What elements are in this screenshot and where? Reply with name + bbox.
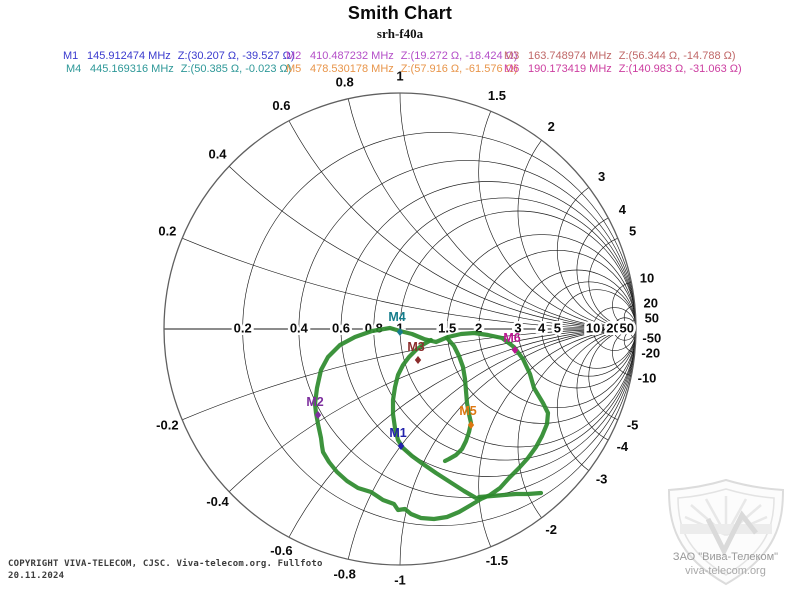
- marker-label-m1: M1: [389, 426, 406, 440]
- vt-logo-shield-icon: [667, 478, 785, 586]
- svg-text:10: 10: [586, 320, 600, 335]
- marker-id: M1: [63, 50, 79, 62]
- marker-dot-m5: [467, 421, 475, 429]
- trace-markers: M1 M2 M3 M4 M5 M6: [306, 310, 521, 450]
- page-title: Smith Chart: [347, 3, 453, 23]
- svg-text:0.4: 0.4: [290, 320, 309, 335]
- marker-impedance: Z:(140.983 Ω, -31.063 Ω): [618, 63, 742, 75]
- svg-text:5: 5: [629, 224, 636, 239]
- svg-text:0.6: 0.6: [272, 98, 290, 113]
- svg-text:-0.6: -0.6: [270, 543, 292, 558]
- marker-label-m6: M6: [503, 331, 520, 345]
- legend-marker-m6: M6 190.173419 MHz Z:(140.983 Ω, -31.063 Ω): [504, 63, 742, 75]
- marker-impedance: Z:(30.207 Ω, -39.527 Ω): [177, 50, 295, 62]
- trace-right-tail: [476, 490, 544, 500]
- marker-dot-m1: [397, 442, 405, 450]
- svg-text:-10: -10: [638, 370, 657, 385]
- marker-id: M6: [504, 63, 520, 75]
- marker-impedance: Z:(56.344 Ω, -14.788 Ω): [618, 50, 736, 62]
- measurement-trace: [312, 325, 551, 522]
- svg-text:-20: -20: [641, 346, 660, 361]
- svg-text:5: 5: [554, 320, 561, 335]
- legend-marker-m2: M2 410.487232 MHz Z:(19.272 Ω, -18.424 Ω): [286, 50, 518, 62]
- svg-text:1: 1: [396, 68, 403, 83]
- svg-text:-0.4: -0.4: [206, 494, 229, 509]
- grid-labels: 0.2 0.4 0.6 0.8 1 1.5 2 3 4 5 10 20500.2-0.20.4-0.4…: [154, 66, 664, 590]
- marker-frequency: 163.748974 MHz: [528, 50, 612, 62]
- svg-text:3: 3: [514, 320, 521, 335]
- svg-text:0.2: 0.2: [158, 224, 176, 239]
- svg-text:20: 20: [606, 320, 620, 335]
- marker-label-m3: M3: [407, 340, 424, 354]
- marker-impedance: Z:(50.385 Ω, -0.023 Ω): [180, 63, 292, 75]
- marker-dot-m6: [511, 346, 519, 354]
- marker-label-m4: M4: [388, 310, 405, 324]
- marker-dot-m2: [314, 411, 322, 419]
- svg-text:3: 3: [598, 169, 605, 184]
- marker-impedance: Z:(57.916 Ω, -61.576 Ω): [400, 63, 518, 75]
- svg-text:1.5: 1.5: [438, 320, 456, 335]
- svg-text:-5: -5: [627, 417, 639, 432]
- svg-text:4: 4: [538, 320, 546, 335]
- trace-inner-branch: [390, 337, 479, 501]
- svg-text:-3: -3: [596, 472, 608, 487]
- marker-id: M4: [66, 63, 82, 75]
- marker-frequency: 190.173419 MHz: [528, 63, 612, 75]
- svg-text:20: 20: [644, 295, 658, 310]
- marker-label-m5: M5: [459, 404, 476, 418]
- svg-text:0.6: 0.6: [332, 320, 350, 335]
- legend-marker-m4: M4 445.169316 MHz Z:(50.385 Ω, -0.023 Ω): [66, 63, 291, 75]
- svg-text:-1.5: -1.5: [486, 553, 508, 568]
- logo-website: viva-telecom.org: [685, 565, 766, 577]
- svg-text:-0.8: -0.8: [333, 566, 355, 581]
- marker-dot-m4: [396, 328, 404, 336]
- marker-id: M5: [286, 63, 302, 75]
- svg-text:-1: -1: [394, 572, 406, 587]
- svg-text:1.5: 1.5: [488, 88, 506, 103]
- copyright-line: COPYRIGHT VIVA-TELECOM, CJSC. Viva-telec…: [8, 559, 323, 569]
- svg-text:50: 50: [620, 320, 634, 335]
- svg-text:-4: -4: [617, 439, 629, 454]
- legend-marker-m1: M1 145.912474 MHz Z:(30.207 Ω, -39.527 Ω): [63, 50, 295, 62]
- trace-m5-branch: [442, 335, 474, 464]
- marker-frequency: 445.169316 MHz: [90, 63, 174, 75]
- chart-subtitle: srh-f40a: [376, 26, 424, 41]
- outer-circle: [163, 92, 637, 566]
- marker-frequency: 410.487232 MHz: [310, 50, 394, 62]
- marker-label-m2: M2: [306, 395, 323, 409]
- svg-text:10: 10: [640, 271, 654, 286]
- marker-frequency: 145.912474 MHz: [87, 50, 171, 62]
- svg-text:0.8: 0.8: [336, 75, 354, 90]
- trace-main-loop: [312, 325, 551, 522]
- svg-text:4: 4: [619, 202, 627, 217]
- marker-impedance: Z:(19.272 Ω, -18.424 Ω): [400, 50, 518, 62]
- marker-frequency: 478.530178 MHz: [310, 63, 394, 75]
- svg-text:-2: -2: [545, 522, 557, 537]
- legend-marker-m5: M5 478.530178 MHz Z:(57.916 Ω, -61.576 Ω): [286, 63, 518, 75]
- svg-text:50: 50: [645, 310, 659, 325]
- logo-company-name: ЗАО "Вива-Телеком": [672, 551, 779, 563]
- svg-text:-0.2: -0.2: [156, 417, 178, 432]
- marker-dot-m3: [414, 356, 422, 364]
- svg-text:-50: -50: [642, 331, 661, 346]
- copyright-date: 20.11.2024: [8, 571, 65, 581]
- marker-id: M2: [286, 50, 302, 62]
- svg-text:0.4: 0.4: [208, 147, 227, 162]
- legend-marker-m3: M3 163.748974 MHz Z:(56.344 Ω, -14.788 Ω): [504, 50, 736, 62]
- svg-text:2: 2: [548, 119, 555, 134]
- svg-text:0.2: 0.2: [234, 320, 252, 335]
- marker-id: M3: [504, 50, 520, 62]
